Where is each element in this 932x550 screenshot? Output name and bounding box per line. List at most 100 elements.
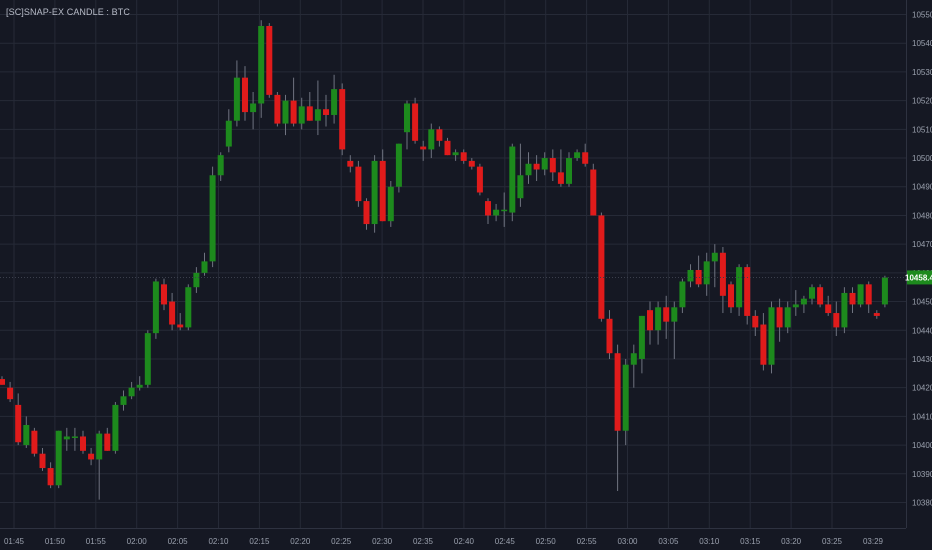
candle-down: [290, 100, 297, 124]
candle-up: [703, 261, 710, 285]
candle-up: [120, 396, 127, 405]
candle-down: [549, 158, 556, 173]
y-tick-label: 10390.0: [912, 470, 932, 479]
candle-down: [347, 160, 354, 167]
x-tick-label: 02:50: [536, 537, 557, 546]
x-tick-label: 02:30: [372, 537, 393, 546]
candle-up: [509, 146, 516, 213]
y-tick-label: 10470.0: [912, 240, 932, 249]
candle-up: [792, 304, 799, 308]
candle-up: [233, 77, 240, 121]
candle-up: [250, 103, 257, 113]
x-tick-label: 02:25: [331, 537, 352, 546]
candle-up: [63, 436, 70, 440]
candle-up: [404, 103, 410, 133]
x-tick-label: 01:45: [4, 537, 25, 546]
candle-up: [711, 252, 718, 262]
x-tick-label: 02:40: [454, 537, 475, 546]
candle-up: [517, 175, 524, 199]
x-tick-label: 02:35: [413, 537, 434, 546]
candle-down: [420, 146, 427, 150]
candle-up: [387, 186, 394, 222]
candle-up: [857, 284, 864, 305]
candle-down: [242, 77, 248, 113]
candle-down: [306, 106, 313, 121]
candle-down: [752, 315, 759, 328]
candle-up: [314, 109, 321, 121]
y-tick-label: 10450.0: [912, 298, 932, 307]
x-tick-label: 03:29: [863, 537, 884, 546]
candle-up: [136, 384, 143, 388]
candle-up: [525, 163, 532, 176]
x-tick-label: 02:10: [208, 537, 229, 546]
candle-up: [679, 281, 686, 308]
candle-down: [817, 287, 824, 305]
candle-up: [768, 307, 775, 365]
candle-down: [468, 160, 475, 167]
y-tick-label: 10510.0: [912, 125, 932, 134]
candle-up: [144, 333, 151, 385]
candle-up: [152, 281, 159, 334]
chart-title: [SC]SNAP-EX CANDLE : BTC: [6, 7, 130, 17]
x-tick-label: 03:20: [781, 537, 802, 546]
candle-up: [201, 261, 208, 273]
candle-up: [841, 292, 848, 328]
y-tick-label: 10530.0: [912, 68, 932, 77]
candle-down: [695, 269, 702, 285]
candle-down: [379, 160, 386, 222]
candle-down: [88, 453, 95, 460]
candle-up: [736, 267, 743, 308]
y-tick-label: 10540.0: [912, 39, 932, 48]
candle-up: [622, 364, 629, 431]
candle-down: [647, 310, 653, 331]
x-tick-label: 02:45: [495, 537, 516, 546]
candle-up: [185, 287, 192, 328]
candle-down: [719, 252, 726, 296]
candle-up: [800, 298, 807, 305]
y-tick-label: 10500.0: [912, 154, 932, 163]
y-tick-label: 10520.0: [912, 97, 932, 106]
candle-down: [485, 201, 491, 216]
candle-down: [833, 313, 840, 328]
candle-down: [47, 468, 54, 486]
candle-down: [323, 109, 329, 115]
candle-down: [266, 25, 273, 95]
candle-up: [809, 287, 815, 299]
candle-up: [687, 269, 694, 282]
candle-up: [566, 158, 572, 184]
candle-down: [744, 267, 751, 316]
candle-up: [298, 106, 305, 124]
candle-up: [541, 158, 548, 170]
last-price-badge: [907, 270, 932, 285]
candle-down: [39, 453, 46, 469]
candle-up: [217, 155, 224, 176]
candle-up: [258, 25, 265, 104]
y-tick-label: 10440.0: [912, 326, 932, 335]
candle-down: [825, 304, 832, 314]
y-tick-label: 10430.0: [912, 355, 932, 364]
candle-up: [501, 209, 508, 212]
candle-up: [55, 430, 62, 486]
candle-down: [776, 307, 783, 328]
candle-up: [331, 89, 338, 115]
candle-up: [784, 307, 791, 328]
x-tick-label: 02:00: [127, 537, 148, 546]
candle-up: [638, 315, 645, 359]
y-tick-label: 10420.0: [912, 384, 932, 393]
candle-down: [663, 307, 670, 322]
candle-down: [274, 94, 281, 124]
candle-down: [7, 387, 14, 400]
candle-up: [225, 120, 232, 147]
x-tick-label: 02:15: [249, 537, 270, 546]
last-price-label: 10458.4: [905, 273, 932, 282]
candle-up: [193, 272, 200, 288]
candle-down: [728, 284, 734, 308]
candle-down: [15, 404, 22, 443]
candle-down: [460, 152, 467, 161]
candle-up: [671, 307, 678, 322]
candle-down: [169, 301, 176, 325]
candle-down: [557, 172, 564, 184]
x-tick-label: 02:20: [290, 537, 311, 546]
